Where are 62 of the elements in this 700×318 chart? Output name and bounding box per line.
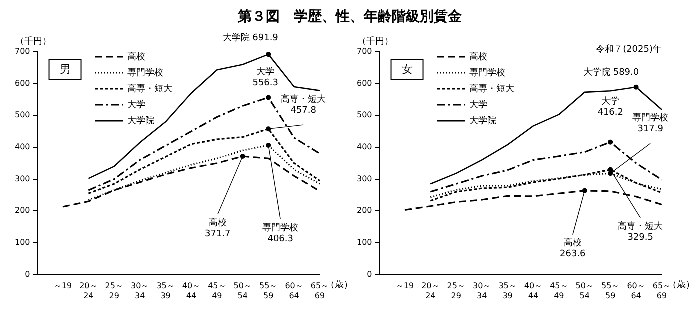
annotation: 高校 263.6 [560, 238, 586, 260]
x-tick-label: 55～59 [260, 282, 278, 300]
x-tick-label: ～19 [396, 282, 414, 291]
y-tick-label: 200 [14, 206, 30, 216]
y-tick-label: 600 [356, 78, 372, 88]
y-tick-label: 400 [356, 142, 372, 152]
text: 男 [60, 62, 71, 76]
x-tick-label: 20～24 [80, 282, 98, 300]
legend-label: 大学 [469, 99, 488, 110]
x-tick-label: 30～34 [130, 282, 150, 300]
x-tick-label: 60～64 [627, 282, 646, 300]
x-tick-label: 25～29 [105, 282, 124, 300]
legend-label: 高専・短大 [469, 83, 514, 94]
y-axis-title: （千円） [357, 36, 394, 47]
annotation: 大学院 691.9 [222, 32, 279, 44]
annotation: 高専・短大 457.8 [281, 94, 326, 116]
legend-label: 高専・短大 [127, 83, 172, 94]
x-tick-label: 50～54 [576, 282, 594, 300]
legend-label: 専門学校 [469, 67, 506, 78]
y-tick-label: 400 [14, 142, 30, 152]
y-tick-label: 0 [25, 270, 30, 279]
annotation: 大学院 589.0 [583, 67, 640, 78]
text: 第３図 学歴、性、年齢階級別賃金 [237, 8, 463, 27]
y-tick-label: 700 [356, 47, 372, 56]
legend-label: 大学院 [127, 115, 154, 126]
y-tick-label: 0 [367, 270, 372, 279]
x-tick-label: 25～29 [447, 282, 466, 300]
x-tick-label: 20～24 [422, 282, 440, 300]
legend-label: 大学 [127, 99, 146, 110]
annotation: 令和７(2025)年 [596, 44, 662, 55]
y-tick-label: 600 [14, 78, 30, 88]
text: 女 [402, 62, 413, 76]
y-tick-label: 100 [356, 238, 372, 248]
x-tick-label: 30～34 [472, 282, 492, 300]
annotation: 高校 371.7 [205, 217, 231, 240]
legend-label: 高校 [127, 51, 146, 62]
y-axis-title: （千円） [15, 36, 52, 47]
annotation: 大学 416.2 [598, 96, 624, 118]
x-tick-label: 35～39 [156, 282, 175, 300]
annotation: 専門学校 317.9 [632, 112, 669, 134]
legend-label: 高校 [469, 51, 488, 62]
y-tick-label: 300 [14, 174, 30, 184]
y-tick-label: 700 [14, 47, 30, 56]
x-tick-label: 45～49 [550, 282, 568, 300]
y-tick-label: 100 [14, 238, 30, 248]
y-tick-label: 200 [356, 206, 372, 216]
x-tick-label: 45～49 [208, 282, 226, 300]
y-tick-label: 300 [356, 174, 372, 184]
x-tick-label: ～19 [54, 282, 72, 291]
x-tick-label: 55～59 [602, 282, 620, 300]
x-tick-label: 60～64 [285, 282, 304, 300]
x-tick-label: 50～54 [234, 282, 252, 300]
x-tick-label: 40～44 [524, 282, 543, 300]
x-tick-label: 40～44 [182, 282, 201, 300]
y-tick-label: 500 [356, 110, 372, 120]
x-tick-label: 35～39 [498, 282, 517, 300]
annotation: 大学 556.3 [252, 66, 278, 89]
legend-label: 大学院 [469, 115, 496, 126]
annotation: 専門学校 406.3 [262, 222, 299, 244]
annotation: 高専・短大 329.5 [618, 220, 664, 243]
legend-label: 専門学校 [127, 67, 164, 78]
y-tick-label: 500 [14, 110, 30, 120]
